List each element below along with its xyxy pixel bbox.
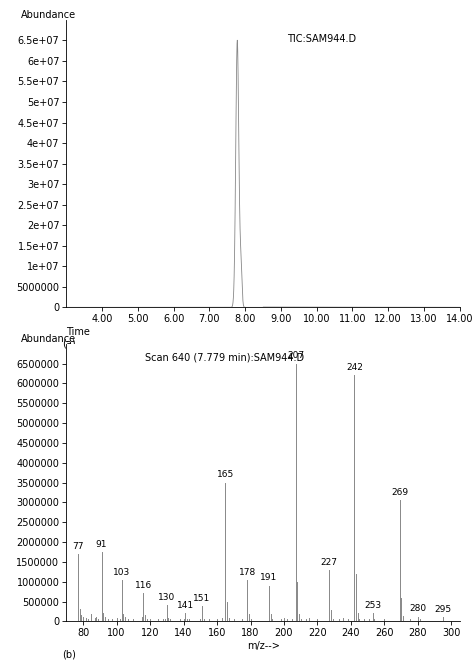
Text: 191: 191: [260, 574, 278, 582]
Text: TIC:SAM944.D: TIC:SAM944.D: [287, 34, 356, 44]
Text: m/z-->: m/z-->: [246, 641, 280, 651]
Text: 77: 77: [73, 542, 84, 551]
Text: 165: 165: [217, 471, 234, 479]
Text: Scan 640 (7.779 min):SAM944.D: Scan 640 (7.779 min):SAM944.D: [145, 352, 304, 362]
Text: 178: 178: [238, 568, 256, 576]
Text: Time: Time: [66, 327, 90, 338]
Text: 116: 116: [135, 580, 152, 590]
Text: 130: 130: [158, 592, 175, 602]
Text: 269: 269: [391, 488, 408, 497]
Text: 141: 141: [177, 602, 194, 610]
Text: 295: 295: [435, 605, 452, 614]
Text: 207: 207: [287, 352, 304, 360]
Text: 280: 280: [410, 604, 427, 613]
Text: (b): (b): [63, 649, 76, 659]
Text: (a): (a): [63, 339, 76, 349]
Text: 91: 91: [96, 540, 107, 549]
Text: Abundance: Abundance: [21, 334, 76, 344]
Text: 227: 227: [321, 558, 337, 566]
Text: 242: 242: [346, 364, 363, 372]
Text: Abundance: Abundance: [21, 10, 76, 20]
Text: 151: 151: [193, 594, 210, 603]
Text: 103: 103: [113, 568, 130, 576]
Text: 253: 253: [364, 602, 381, 610]
